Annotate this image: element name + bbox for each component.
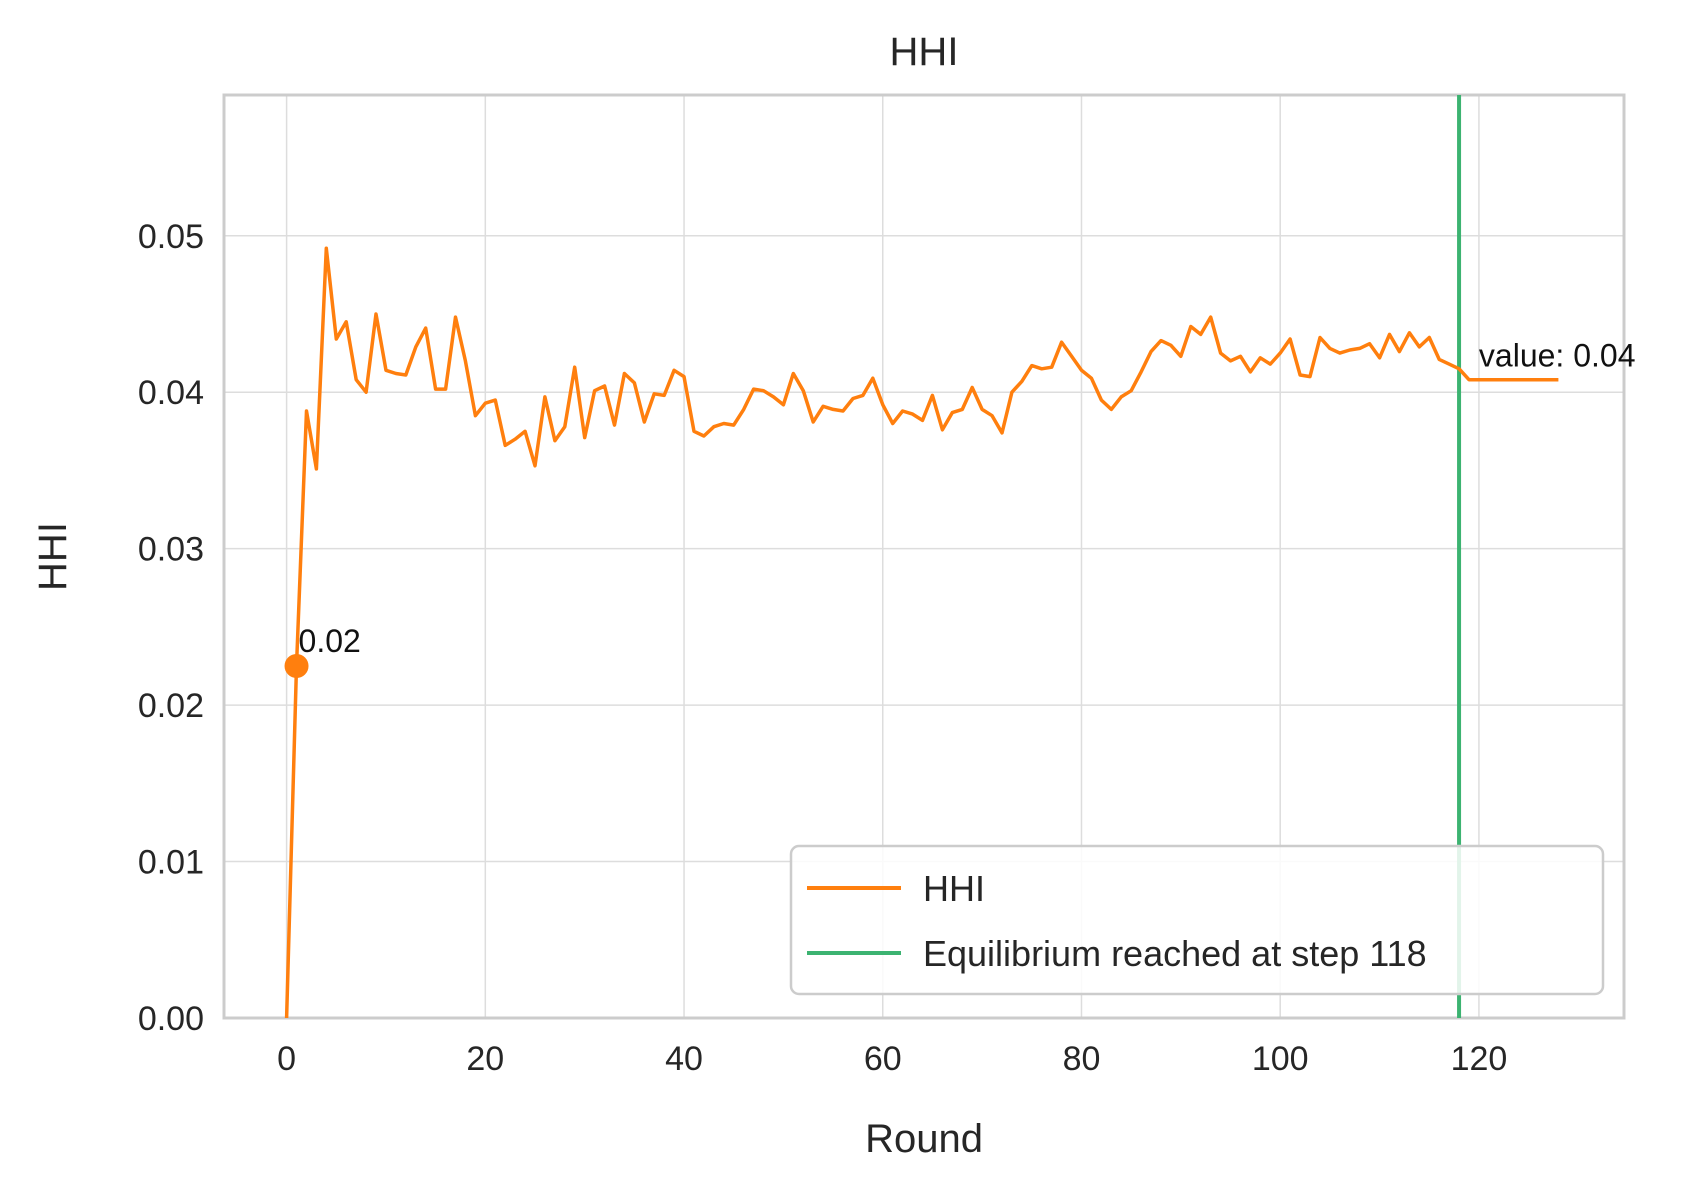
legend: HHI Equilibrium reached at step 118 (789, 844, 1605, 996)
y-tick-label: 0.02 (138, 687, 204, 725)
y-axis-label: HHI (31, 522, 75, 591)
y-tick-label: 0.00 (138, 1000, 204, 1038)
hhi-series-line (284, 246, 1559, 1019)
chart-title: HHI (890, 30, 959, 74)
y-tick-label: 0.03 (138, 531, 204, 569)
start-value-label: 0.02 (299, 623, 361, 659)
legend-hhi-label: HHI (923, 868, 985, 909)
end-value-annotation: value: 0.04 (1479, 338, 1636, 374)
y-tick-label: 0.04 (138, 374, 204, 412)
y-tick-label: 0.01 (138, 844, 204, 882)
x-axis-label: Round (865, 1117, 983, 1161)
legend-equilibrium-label: Equilibrium reached at step 118 (923, 933, 1427, 974)
start-value-marker (284, 654, 309, 679)
x-tick-label: 100 (1252, 1040, 1309, 1078)
x-tick-label: 80 (1063, 1040, 1101, 1078)
tick-labels: 0 20 40 60 80 100 120 0.00 0.01 0.02 0.03 0.04 0.05 (138, 218, 1507, 1078)
y-tick-label: 0.05 (138, 218, 204, 256)
x-tick-label: 20 (466, 1040, 504, 1078)
x-tick-label: 0 (277, 1040, 296, 1078)
legend-box (789, 844, 1605, 996)
x-tick-label: 40 (665, 1040, 703, 1078)
x-tick-label: 60 (864, 1040, 902, 1078)
plot-frame (222, 93, 1626, 1020)
x-tick-label: 120 (1451, 1040, 1508, 1078)
grid (224, 95, 1624, 1018)
